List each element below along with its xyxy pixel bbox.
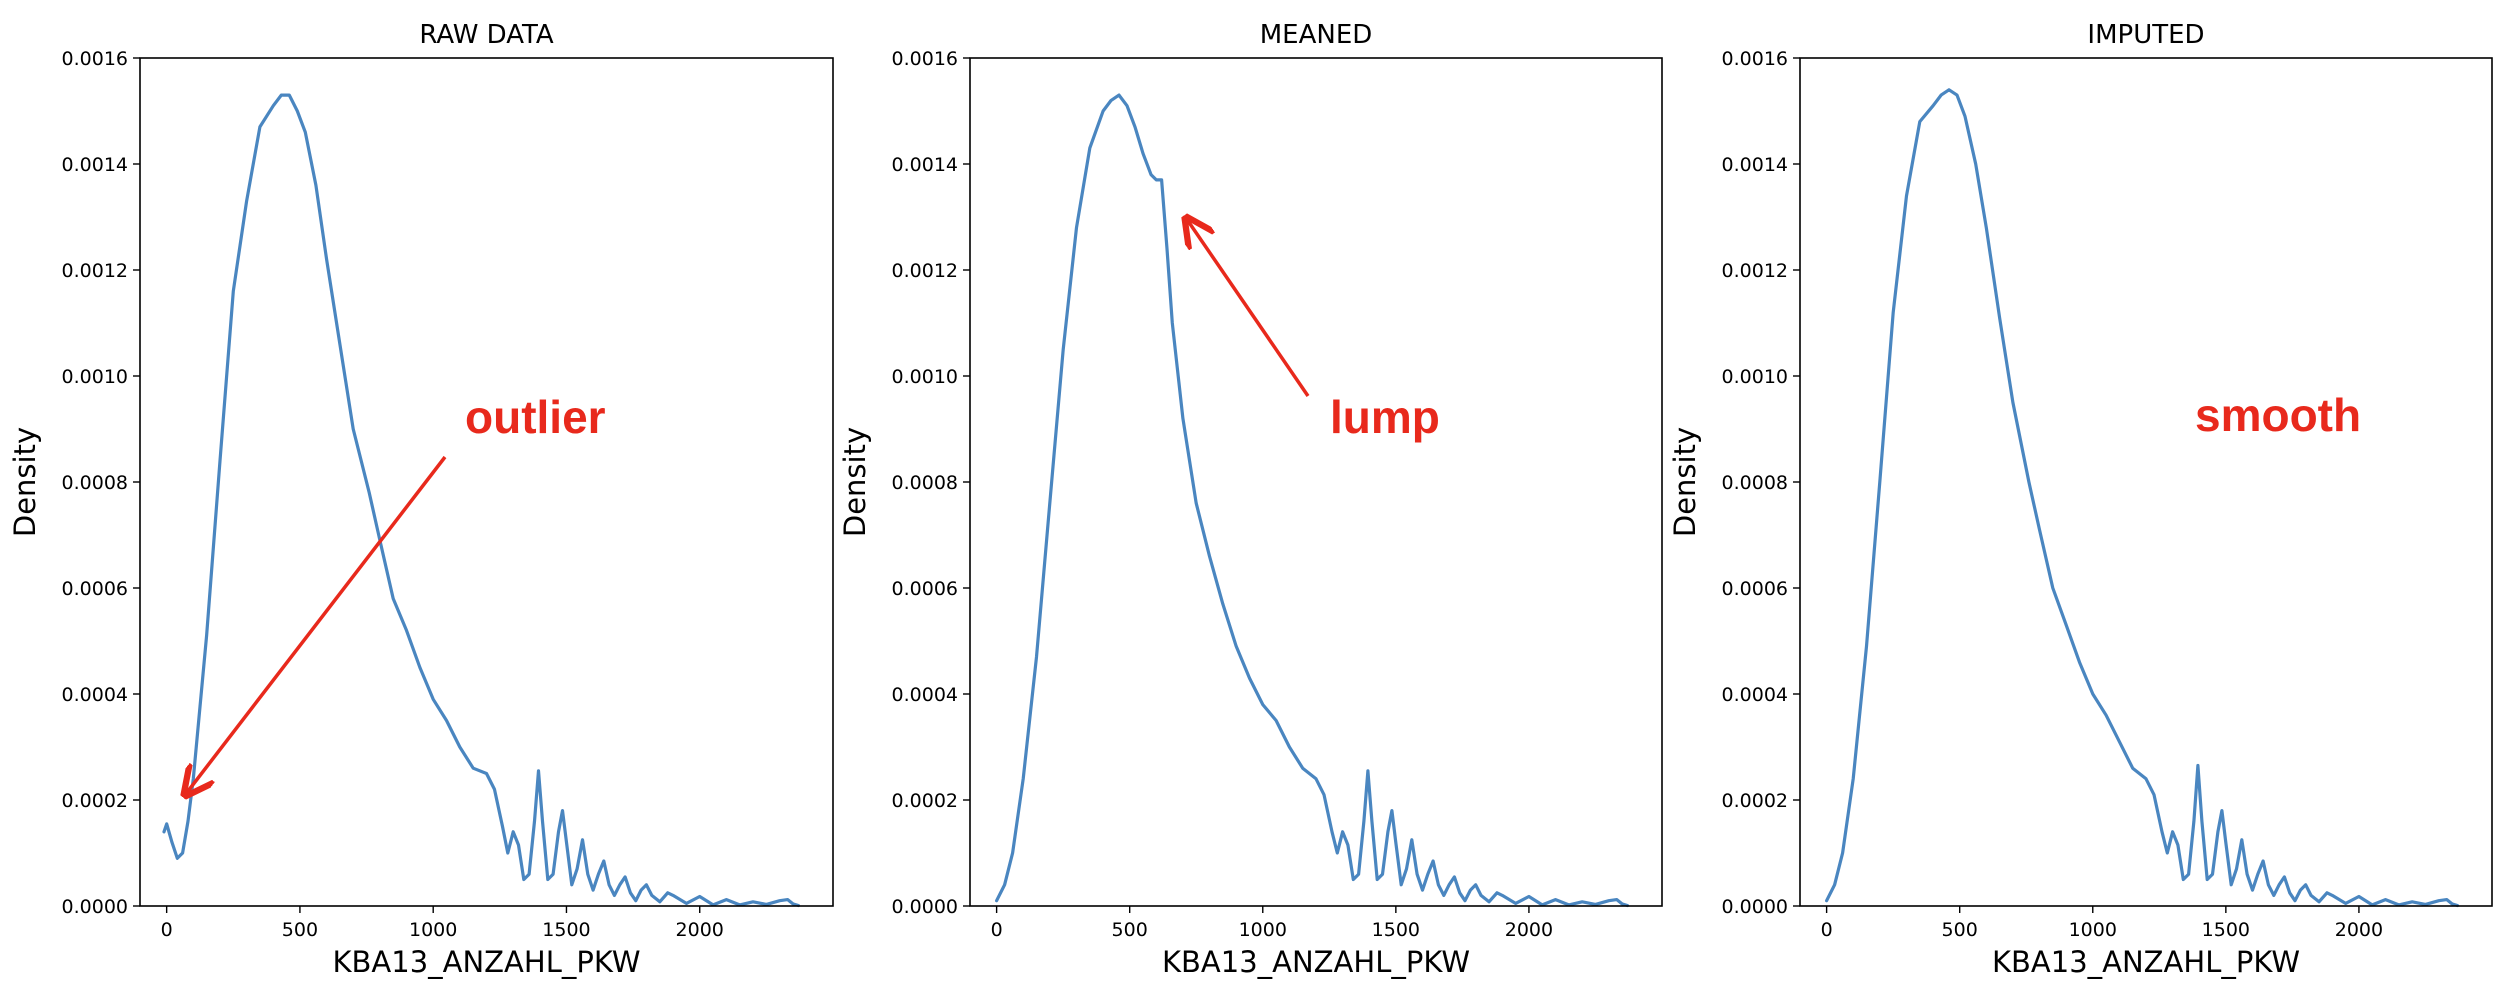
panel-title: MEANED — [1260, 20, 1373, 50]
x-axis-label: KBA13_ANZAHL_PKW — [333, 945, 641, 979]
y-tick-label: 0.0006 — [62, 578, 128, 600]
outlier-arrow — [185, 455, 447, 795]
density-line — [995, 93, 1629, 908]
panel-1: 0 500 1000 1500 2000 0.0000 0.0002 0.0004 0.0006… — [8, 20, 834, 979]
x-tick-label: 1000 — [2069, 919, 2117, 941]
y-axis-label: Density — [8, 427, 42, 537]
x-tick-label: 0 — [1821, 919, 1833, 941]
y-tick-label: 0.0002 — [892, 790, 958, 812]
y-tick-label: 0.0000 — [892, 896, 958, 918]
x-tick-label: 2000 — [2335, 919, 2383, 941]
x-tick-label: 1500 — [2202, 919, 2250, 941]
x-tick-label: 1500 — [542, 919, 590, 941]
x-tick-label: 1500 — [1372, 919, 1420, 941]
y-tick-label: 0.0008 — [62, 472, 128, 494]
y-tick-label: 0.0002 — [1722, 790, 1788, 812]
panel-2: 0 500 1000 1500 2000 0.0000 0.0002 0.0004 0.0006… — [838, 20, 1663, 979]
x-tick-label: 2000 — [1505, 919, 1553, 941]
panel-title: IMPUTED — [2087, 20, 2204, 50]
x-tick-label: 1000 — [1239, 919, 1287, 941]
x-axis-label: KBA13_ANZAHL_PKW — [1992, 945, 2300, 979]
x-tick-label: 500 — [1942, 919, 1978, 941]
panel-3: 0 500 1000 1500 2000 0.0000 0.0002 0.0004 0.0006… — [1668, 20, 2493, 979]
density-line — [162, 93, 800, 908]
y-tick-label: 0.0008 — [892, 472, 958, 494]
annotation-smooth: smooth — [2195, 389, 2361, 441]
x-tick-label: 1000 — [409, 919, 457, 941]
y-tick-label: 0.0002 — [62, 790, 128, 812]
y-tick-label: 0.0012 — [62, 260, 128, 282]
y-tick-label: 0.0016 — [1722, 48, 1788, 70]
y-tick-label: 0.0000 — [62, 896, 128, 918]
y-tick-label: 0.0012 — [1722, 260, 1788, 282]
y-tick-label: 0.0014 — [892, 154, 958, 176]
y-tick-label: 0.0006 — [1722, 578, 1788, 600]
y-tick-label: 0.0006 — [892, 578, 958, 600]
panel-title: RAW DATA — [419, 20, 554, 50]
annotation-outlier: outlier — [185, 391, 606, 795]
y-tick-label: 0.0014 — [62, 154, 128, 176]
y-tick-label: 0.0012 — [892, 260, 958, 282]
x-tick-label: 2000 — [676, 919, 724, 941]
lump-label: lump — [1330, 391, 1440, 443]
y-tick-label: 0.0004 — [62, 684, 128, 706]
y-axis-label: Density — [838, 427, 872, 537]
x-tick-label: 0 — [991, 919, 1003, 941]
lump-arrow — [1186, 218, 1310, 397]
x-tick-label: 500 — [1112, 919, 1148, 941]
y-tick-label: 0.0010 — [1722, 366, 1788, 388]
y-tick-label: 0.0016 — [62, 48, 128, 70]
y-tick-label: 0.0010 — [892, 366, 958, 388]
x-tick-label: 0 — [161, 919, 173, 941]
x-tick-label: 500 — [282, 919, 318, 941]
x-axis-label: KBA13_ANZAHL_PKW — [1162, 945, 1470, 979]
y-tick-label: 0.0004 — [1722, 684, 1788, 706]
smooth-label: smooth — [2195, 389, 2361, 441]
annotation-lump: lump — [1186, 218, 1440, 443]
y-axis-label: Density — [1668, 427, 1702, 537]
y-tick-label: 0.0008 — [1722, 472, 1788, 494]
y-tick-label: 0.0000 — [1722, 896, 1788, 918]
y-tick-label: 0.0014 — [1722, 154, 1788, 176]
outlier-label: outlier — [465, 391, 606, 443]
y-tick-label: 0.0010 — [62, 366, 128, 388]
density-line — [1825, 88, 2459, 908]
y-tick-label: 0.0004 — [892, 684, 958, 706]
axes-frame — [139, 57, 834, 907]
y-tick-label: 0.0016 — [892, 48, 958, 70]
